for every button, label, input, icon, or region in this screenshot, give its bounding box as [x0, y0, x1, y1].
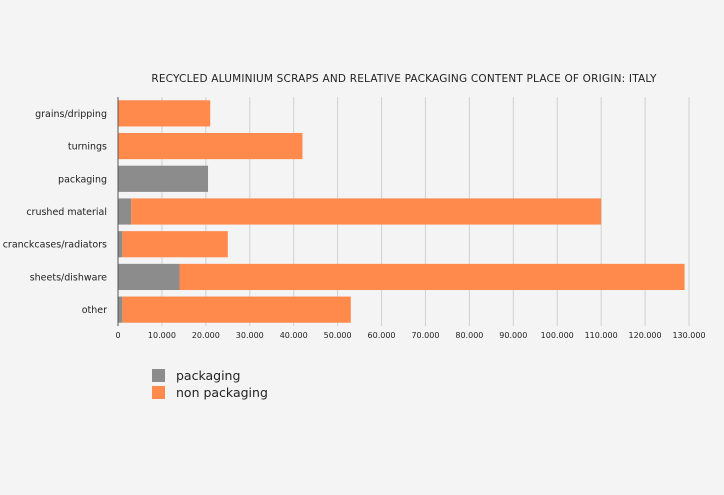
category-label: grains/dripping [35, 109, 107, 120]
x-tick-label: 110.000 [585, 331, 618, 340]
x-tick-label: 70.000 [411, 331, 439, 340]
category-labels: grains/dripping turnings packaging crushed … [3, 109, 107, 316]
category-label: turnings [68, 142, 107, 153]
bar-non-packaging [179, 263, 685, 291]
bar-non-packaging [122, 296, 351, 323]
x-tick-label: 130.000 [672, 331, 705, 340]
bar-packaging [118, 231, 123, 258]
x-tick-label: 120.000 [629, 331, 662, 340]
bar-packaging [118, 198, 132, 225]
category-label: other [82, 305, 107, 316]
legend-label-non-packaging: non packaging [176, 385, 268, 400]
x-tick-label: 40.000 [280, 331, 308, 340]
x-tick-label: 0 [115, 331, 120, 340]
legend-item-non-packaging: non packaging [152, 384, 268, 401]
bars [118, 100, 685, 323]
bar-non-packaging [118, 100, 211, 127]
bar-packaging [118, 263, 180, 291]
legend-item-packaging: packaging [152, 367, 268, 384]
category-label: packaging [58, 174, 107, 185]
x-tick-label: 90.000 [499, 331, 527, 340]
x-tick-label: 20.000 [192, 331, 220, 340]
bar-packaging [118, 296, 123, 323]
x-tick-label: 10.000 [148, 331, 176, 340]
legend-label-packaging: packaging [176, 368, 241, 383]
bar-non-packaging [118, 132, 303, 160]
category-label: cranckcases/radiators [3, 240, 107, 251]
x-tick-label: 50.000 [324, 331, 352, 340]
x-tick-label: 80.000 [455, 331, 483, 340]
bar-packaging [118, 165, 209, 192]
legend-swatch-non-packaging [152, 386, 165, 399]
chart-title: RECYCLED ALUMINIUM SCRAPS AND RELATIVE P… [151, 73, 657, 85]
x-tick-label: 100.000 [541, 331, 574, 340]
bar-non-packaging [131, 198, 602, 225]
x-tick-label: 60.000 [368, 331, 396, 340]
x-axis-tick-labels: 0 10.000 20.000 30.000 40.000 50.000 60.000 70.… [115, 331, 705, 340]
category-label: sheets/dishware [30, 272, 107, 283]
legend-swatch-packaging [152, 369, 165, 382]
bar-non-packaging [122, 231, 228, 258]
category-label: crushed material [26, 207, 107, 218]
x-tick-label: 30.000 [236, 331, 264, 340]
legend: packaging non packaging [152, 367, 268, 401]
